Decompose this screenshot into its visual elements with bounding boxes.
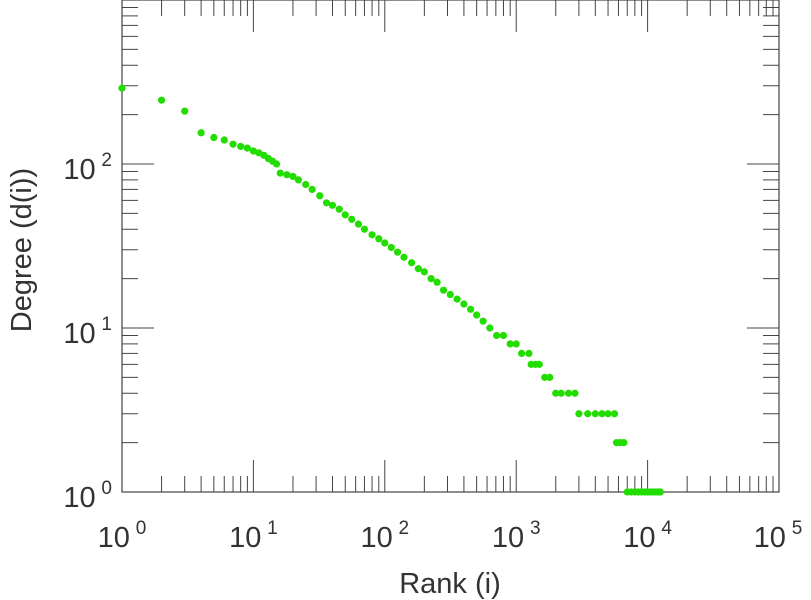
- data-point: [302, 180, 310, 189]
- data-point: [408, 259, 416, 267]
- data-point: [535, 360, 543, 368]
- major-ticks: [121, 0, 780, 493]
- data-point: [546, 373, 554, 381]
- data-point: [420, 268, 428, 276]
- x-tick-label: 10 1: [229, 518, 278, 554]
- data-point: [381, 239, 389, 247]
- x-tick-label: 10 4: [623, 518, 672, 554]
- minor-ticks: [122, 0, 779, 492]
- y-tick-label: 10 2: [63, 150, 112, 186]
- data-point: [571, 389, 579, 397]
- data-point: [584, 410, 592, 418]
- data-point: [460, 300, 468, 308]
- data-point: [157, 96, 166, 104]
- data-points: [118, 84, 664, 496]
- data-point: [557, 389, 565, 397]
- data-point: [467, 305, 475, 313]
- data-point: [512, 340, 520, 348]
- data-point: [237, 142, 245, 151]
- data-point: [499, 331, 508, 340]
- data-point: [486, 324, 494, 332]
- y-axis-label: Degree (d(i)): [6, 168, 38, 332]
- data-point: [341, 211, 349, 219]
- data-point: [591, 410, 599, 418]
- x-tick-label: 10 3: [492, 518, 541, 554]
- data-point: [453, 295, 461, 303]
- data-point: [433, 278, 441, 286]
- data-point: [518, 349, 526, 358]
- data-point: [289, 172, 297, 181]
- x-tick-labels: 10 0 10 1 10 2 10 3 10 4 10 5: [98, 518, 803, 554]
- data-point: [220, 136, 228, 144]
- y-tick-label: 10 1: [63, 314, 112, 350]
- data-point: [354, 220, 363, 228]
- data-point: [316, 192, 324, 200]
- plot-frame: [121, 0, 780, 493]
- data-point: [272, 160, 281, 168]
- data-point: [348, 215, 356, 223]
- data-point: [604, 410, 612, 418]
- data-point: [229, 140, 237, 148]
- data-point: [328, 201, 337, 209]
- data-point: [210, 133, 218, 142]
- y-tick-labels: 10 0 10 1 10 2: [63, 150, 112, 514]
- data-point: [118, 84, 126, 92]
- data-point: [308, 185, 316, 194]
- data-point: [414, 265, 422, 273]
- data-point: [197, 129, 205, 137]
- data-point: [360, 225, 369, 233]
- data-point: [598, 410, 606, 418]
- data-point: [181, 107, 189, 115]
- data-point: [375, 235, 383, 243]
- data-point: [387, 243, 395, 252]
- y-tick-label: 10 0: [63, 478, 112, 514]
- data-point: [575, 410, 583, 418]
- data-point: [393, 248, 402, 256]
- data-point: [564, 389, 573, 397]
- data-point: [322, 199, 331, 207]
- data-point: [294, 176, 302, 184]
- data-point: [473, 311, 481, 319]
- data-point: [541, 373, 549, 381]
- data-point: [479, 317, 487, 325]
- data-point: [620, 439, 628, 447]
- data-point: [283, 171, 291, 179]
- data-point: [368, 231, 376, 239]
- data-point: [249, 147, 257, 155]
- data-point: [276, 169, 284, 177]
- data-point: [552, 389, 560, 397]
- data-point: [506, 340, 514, 348]
- data-point: [243, 144, 251, 152]
- data-point: [525, 349, 533, 358]
- data-point: [439, 286, 448, 294]
- x-tick-label: 10 5: [754, 518, 803, 554]
- data-point: [656, 488, 664, 496]
- data-point: [335, 205, 343, 213]
- data-point: [446, 290, 454, 299]
- x-tick-label: 10 2: [360, 518, 409, 554]
- data-point: [427, 275, 435, 283]
- data-point: [610, 410, 619, 418]
- x-tick-label: 10 0: [98, 518, 147, 554]
- data-point: [493, 331, 501, 340]
- data-point: [400, 253, 408, 261]
- x-axis-label: Rank (i): [399, 568, 501, 600]
